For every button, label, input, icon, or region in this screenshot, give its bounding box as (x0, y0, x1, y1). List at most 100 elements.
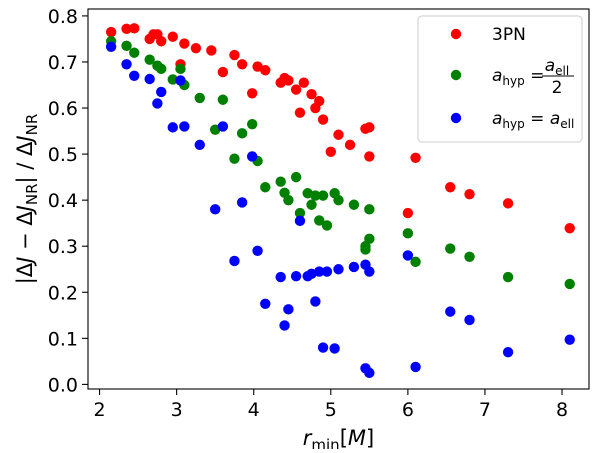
series-2-point (402, 250, 414, 261)
x-tick-label: 3 (171, 399, 183, 421)
series-2-point (410, 361, 421, 373)
series-2-point (310, 296, 321, 307)
series-1-point (260, 182, 271, 193)
series-2-point (229, 255, 240, 267)
series-0-point (252, 61, 263, 72)
series-2-point (464, 314, 475, 326)
series-2-point (179, 121, 190, 132)
series-0-point (167, 31, 178, 42)
series-0-point (502, 198, 514, 209)
series-1-point (364, 233, 375, 245)
y-tick-label: 0.6 (48, 98, 78, 120)
series-2-point (314, 266, 325, 277)
series-1-point (194, 92, 205, 104)
svg-text:aell: aell (545, 56, 569, 78)
series-2-point (290, 270, 302, 282)
series-1-point (310, 190, 321, 201)
series-1-point (217, 94, 229, 105)
series-0-point (464, 188, 475, 200)
series-2-point (152, 98, 163, 109)
series-2-point (105, 41, 117, 52)
series-1-point (464, 251, 475, 263)
series-0-point (333, 129, 344, 140)
series-1-point (314, 215, 325, 226)
series-0-point (410, 152, 421, 163)
legend-box (417, 15, 583, 143)
series-2-point (317, 342, 329, 353)
series-2-point (279, 320, 290, 331)
series-1-point (502, 271, 514, 283)
y-tick-label: 0.0 (48, 374, 78, 396)
series-1-point (129, 47, 140, 58)
x-tick-label: 4 (248, 399, 260, 421)
series-2-point (217, 121, 229, 132)
y-tick-label: 0.8 (48, 6, 78, 28)
series-0-point (445, 182, 456, 193)
series-1-point (317, 190, 329, 201)
series-1-point (236, 128, 248, 139)
series-1-point (321, 220, 333, 231)
series-1-point (175, 63, 186, 75)
y-tick-label: 0.1 (48, 328, 78, 350)
series-0-point (344, 139, 356, 151)
series-0-point (217, 66, 229, 78)
series-2-point (329, 343, 340, 354)
x-tick-label: 6 (402, 399, 414, 421)
series-1-point (410, 256, 421, 268)
series-2-point (333, 264, 344, 275)
series-2 (105, 41, 575, 379)
series-0-point (105, 26, 117, 38)
series-2-point (275, 271, 286, 283)
series-2-point (246, 151, 258, 162)
series-0 (105, 23, 575, 234)
series-1-point (121, 40, 132, 52)
series-2-point (129, 70, 140, 81)
legend-marker-0 (450, 28, 462, 40)
series-0-point (317, 114, 329, 125)
x-tick-label: 2 (94, 399, 106, 421)
series-1-point (167, 74, 178, 85)
series-2-point (294, 215, 306, 227)
series-0-point (121, 23, 132, 35)
series-1-point (348, 199, 360, 210)
series-1-point (246, 118, 258, 130)
series-2-point (252, 245, 263, 257)
series-2-point (144, 73, 155, 85)
series-0-point (314, 95, 325, 107)
series-1-point (364, 204, 375, 215)
series-1 (105, 36, 575, 290)
y-tick-label: 0.7 (48, 52, 78, 74)
series-2-point (260, 298, 271, 309)
legend-label-full: ahyp = aell (492, 109, 574, 131)
series-1-point (283, 194, 294, 206)
series-2-point (348, 261, 360, 273)
series-0-point (260, 65, 271, 76)
y-tick-label: 0.3 (48, 236, 78, 258)
series-0-point (294, 107, 306, 118)
series-1-point (275, 176, 286, 187)
x-tick-label: 7 (479, 399, 491, 421)
series-1-point (290, 171, 302, 183)
series-0-point (206, 45, 217, 56)
legend-label-3pn: 3PN (492, 25, 526, 45)
legend-marker-2 (450, 112, 462, 124)
series-0-point (156, 36, 167, 47)
series-0-point (179, 38, 190, 49)
series-2-point (156, 86, 167, 98)
series-1-point (156, 63, 167, 75)
axes: 2 3 4 5 6 7 8 0.0 0.1 0.2 0.3 0.4 0.5 0.6 0.7 0.8 rmin[M… (13, 6, 590, 453)
series-1-point (144, 54, 155, 65)
series-0-point (298, 77, 310, 88)
series-2-point (502, 346, 514, 358)
y-axis-label: |ΔJ − ΔJNR| / ΔJNR (13, 114, 41, 285)
series-2-point (194, 139, 205, 151)
x-tick-label: 5 (325, 399, 337, 421)
series-1-point (333, 194, 344, 206)
series-0-point (229, 49, 240, 61)
y-tick-label: 0.5 (48, 144, 78, 166)
series-0-point (190, 42, 202, 54)
data-points (105, 23, 575, 379)
